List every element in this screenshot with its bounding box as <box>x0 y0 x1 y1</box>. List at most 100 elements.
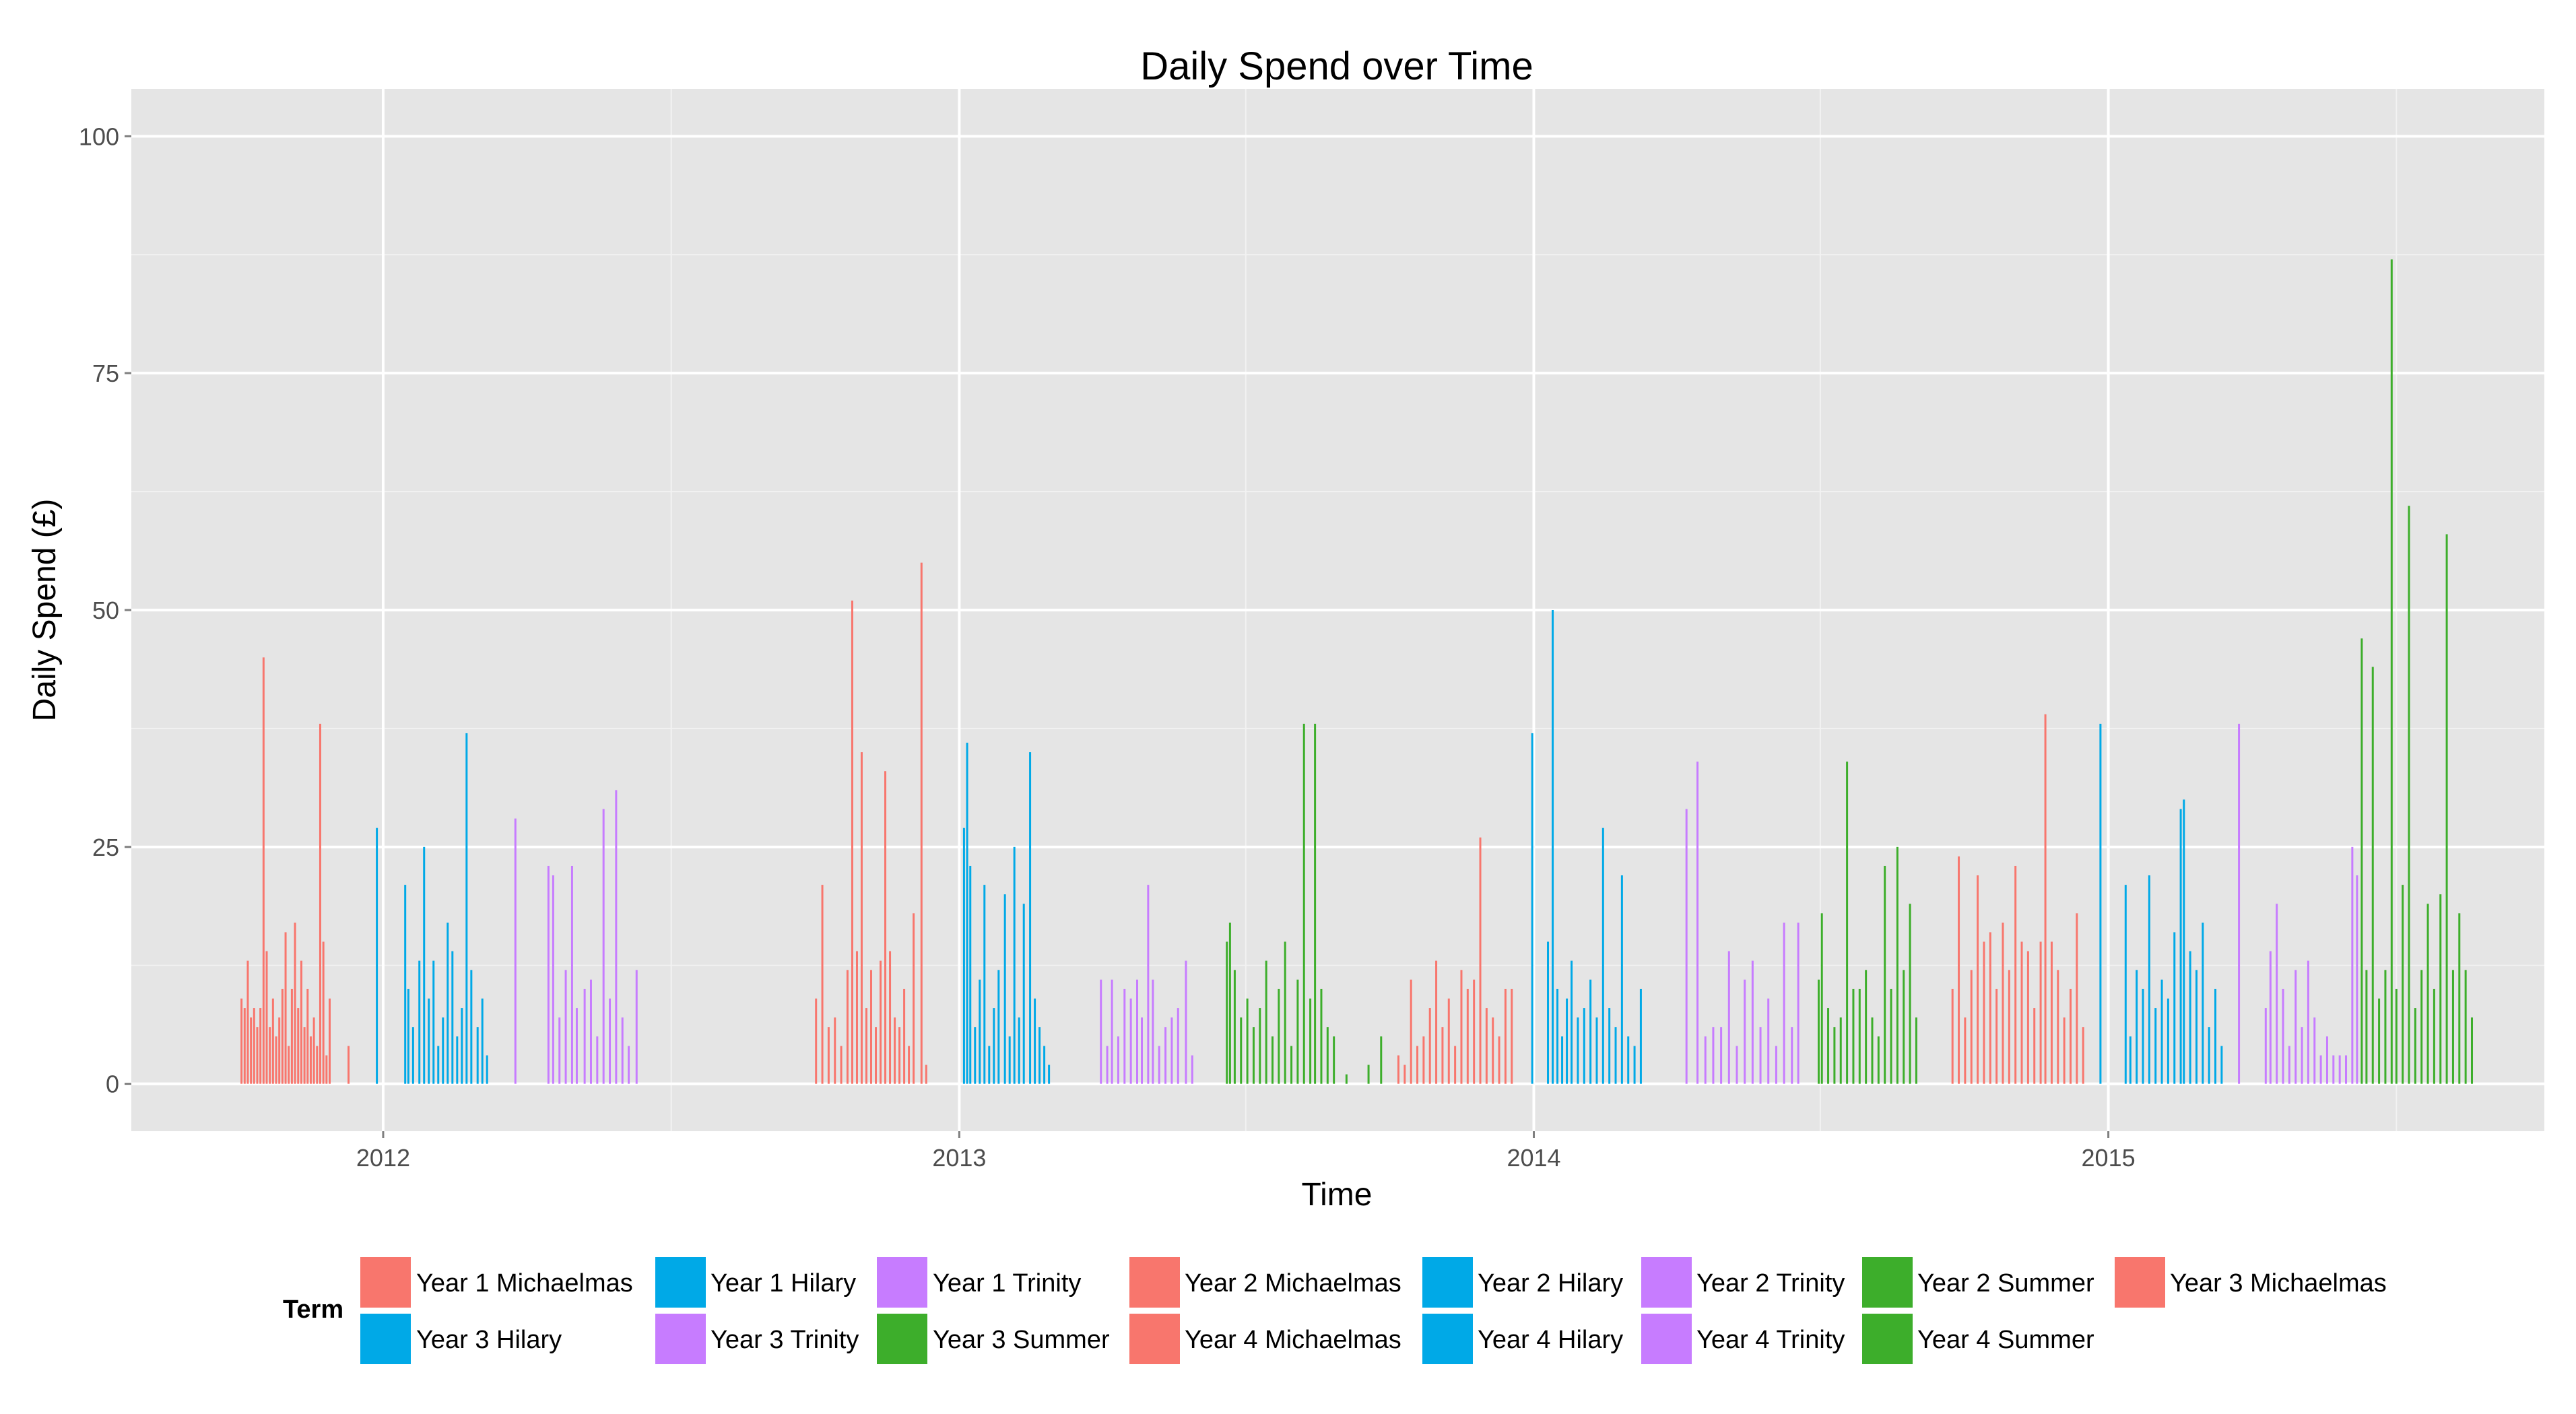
bar <box>1345 1074 1348 1084</box>
bar <box>423 846 426 1084</box>
legend-key <box>877 1314 927 1364</box>
bar <box>1583 1008 1585 1084</box>
bar <box>1727 951 1730 1084</box>
bar <box>962 828 965 1084</box>
bar <box>1147 885 1150 1084</box>
bar <box>2288 1046 2290 1084</box>
bar <box>269 1027 271 1084</box>
bar <box>1767 998 1770 1084</box>
bar <box>376 828 378 1084</box>
bar <box>514 818 517 1084</box>
bar <box>609 998 612 1084</box>
bar <box>1048 1065 1051 1084</box>
y-tick-label: 50 <box>92 597 119 624</box>
bar <box>1018 1017 1020 1084</box>
bar <box>1736 1046 1738 1084</box>
bar <box>635 970 638 1084</box>
bar <box>564 970 567 1084</box>
bar <box>1846 762 1849 1084</box>
legend-label: Year 1 Hilary <box>711 1269 856 1298</box>
bar <box>2384 970 2387 1084</box>
bar <box>2356 875 2358 1084</box>
bar <box>1466 988 1469 1084</box>
legend-label: Year 2 Summer <box>1917 1269 2094 1298</box>
bar <box>1013 846 1016 1084</box>
bar <box>1712 1027 1715 1084</box>
bar <box>615 790 618 1084</box>
bar <box>1614 1027 1617 1084</box>
bar <box>821 885 824 1084</box>
bar <box>256 1027 259 1084</box>
legend-key <box>360 1257 411 1308</box>
bar <box>1903 970 1905 1084</box>
bar <box>2345 1055 2348 1084</box>
bar <box>1601 828 1604 1084</box>
legend-key <box>1129 1314 1180 1364</box>
bar <box>979 979 981 1084</box>
bar <box>1970 970 1973 1084</box>
bar <box>275 1036 277 1084</box>
bar <box>2033 1008 2036 1084</box>
bar <box>1595 1017 1598 1084</box>
bar <box>2325 1036 2328 1084</box>
bar <box>1479 837 1482 1084</box>
bar <box>1485 1008 1488 1084</box>
bar <box>1302 723 1305 1084</box>
bar <box>2154 1008 2157 1084</box>
minor-gridlines <box>131 89 2544 1131</box>
bar <box>1029 752 1032 1084</box>
bar <box>2008 970 2010 1084</box>
bar <box>253 1008 255 1084</box>
bar <box>2189 951 2191 1084</box>
bar <box>1441 1027 1444 1084</box>
bar <box>583 988 586 1084</box>
bar <box>2313 1017 2316 1084</box>
bar <box>2220 1046 2223 1084</box>
bar <box>2014 865 2017 1084</box>
bar <box>1608 1008 1611 1084</box>
bar <box>2026 951 2029 1084</box>
bar <box>2129 1036 2132 1084</box>
bar <box>1272 1036 1274 1084</box>
x-tick-label: 2014 <box>1507 1144 1560 1172</box>
bar <box>271 998 274 1084</box>
bar <box>2378 998 2381 1084</box>
bar <box>2195 970 2198 1084</box>
legend-label: Year 2 Hilary <box>1478 1269 1623 1298</box>
bar <box>1380 1036 1383 1084</box>
bar <box>1511 988 1513 1084</box>
bar <box>1233 970 1236 1084</box>
legend-label: Year 1 Michaelmas <box>416 1269 633 1298</box>
bar <box>1177 1008 1179 1084</box>
bar <box>1259 1008 1261 1084</box>
bar <box>243 1008 246 1084</box>
bar <box>1326 1027 1329 1084</box>
bar <box>1022 904 1025 1084</box>
bar <box>983 885 986 1084</box>
bar <box>407 988 409 1084</box>
bar <box>294 922 296 1084</box>
bar <box>2202 922 2204 1084</box>
bar <box>2173 932 2176 1084</box>
bar <box>908 1046 911 1084</box>
bar <box>589 979 592 1084</box>
bar <box>602 809 605 1084</box>
bar <box>1043 1046 1046 1084</box>
bar <box>1008 1036 1011 1084</box>
bar <box>2426 904 2429 1084</box>
bar <box>1106 1046 1109 1084</box>
bar <box>1038 1027 1041 1084</box>
bar <box>1704 1036 1707 1084</box>
bar <box>2402 885 2404 1084</box>
legend-label: Year 4 Michaelmas <box>1185 1326 1401 1354</box>
bar <box>1185 960 1187 1084</box>
bar <box>1158 1046 1160 1084</box>
bar <box>1129 998 1132 1084</box>
bar <box>1309 998 1312 1084</box>
bar <box>1284 941 1286 1084</box>
bar <box>319 723 321 1084</box>
bar <box>2269 951 2272 1084</box>
bar <box>2276 904 2278 1084</box>
bar <box>1278 988 1280 1084</box>
legend-key <box>1641 1314 1692 1364</box>
